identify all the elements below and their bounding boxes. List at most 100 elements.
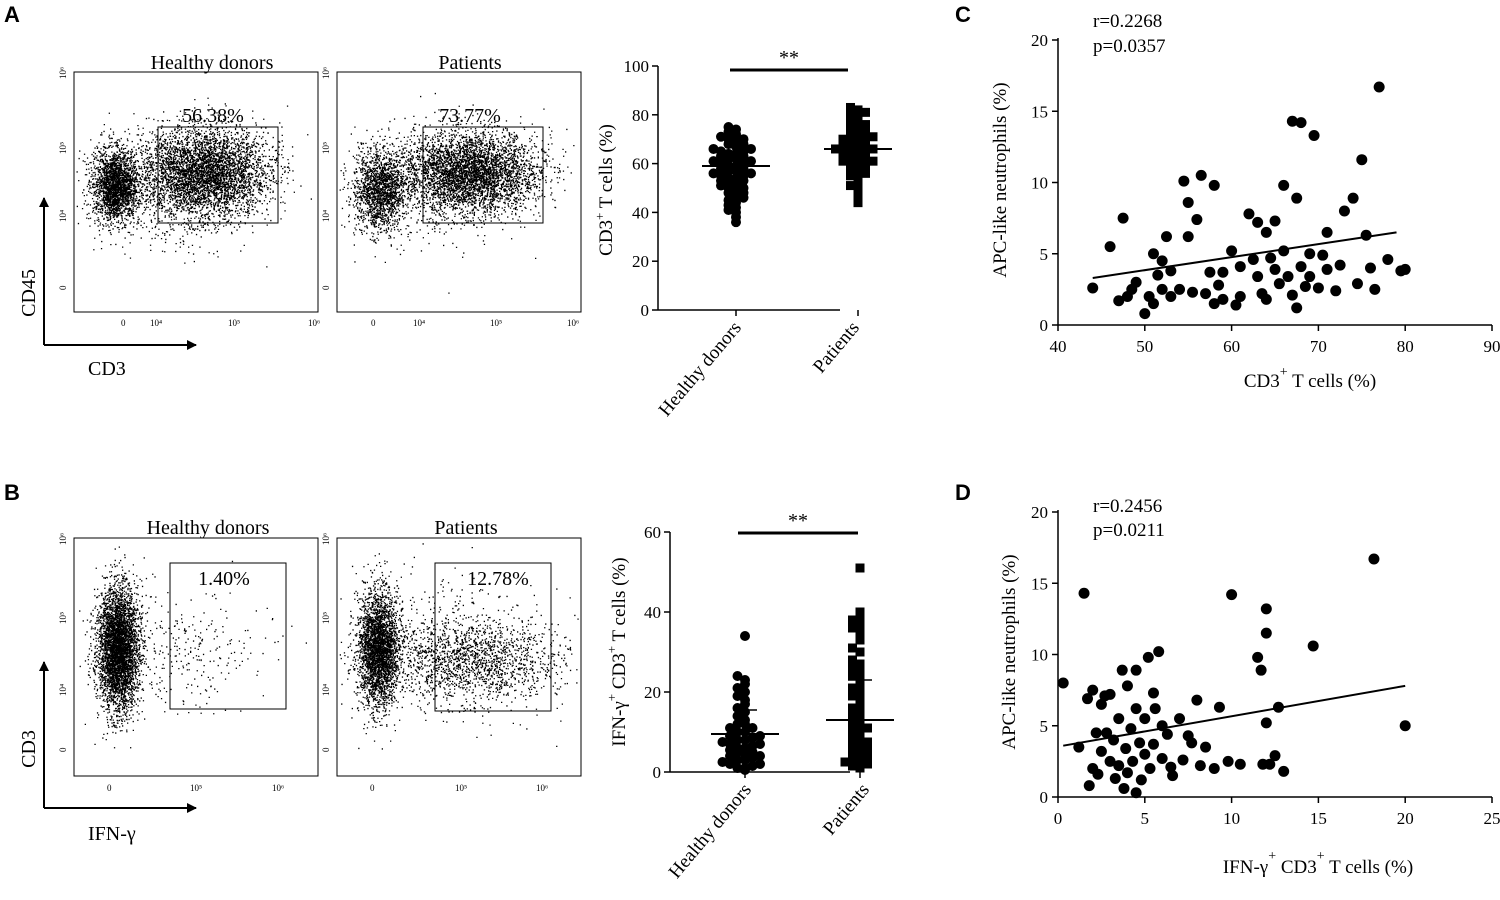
scC-point-7 (1139, 308, 1151, 320)
scatter-d-xlabel-sup2: + (1317, 849, 1325, 864)
flow-b-healthy-gate-pct: 1.40% (198, 568, 250, 590)
scatter-d-xlabel: IFN-γ+ CD3+ T cells (%) (1223, 849, 1413, 878)
scC-point-27 (1208, 179, 1220, 191)
scD-point-61 (1260, 717, 1272, 729)
scD-point-16 (1109, 772, 1121, 784)
scC-point-19 (1182, 231, 1194, 243)
scC-point-37 (1252, 216, 1264, 228)
scC-point-56 (1304, 248, 1316, 260)
dotB-point-1-42 (848, 615, 857, 625)
scC-point-54 (1295, 261, 1307, 273)
scD-xtick-label-5: 25 (1484, 809, 1500, 828)
scatter-d-marks (1057, 553, 1411, 799)
scD-point-32 (1139, 748, 1151, 760)
scD-point-7 (1090, 727, 1102, 739)
scD-point-27 (1130, 703, 1142, 715)
dotB-point-0-19 (725, 739, 735, 749)
dotplot-b-sig: ** (788, 510, 808, 532)
scD-point-57 (1255, 664, 1267, 676)
scD-point-53 (1222, 755, 1234, 767)
dotB-point-1-35 (848, 655, 857, 665)
flow-a2-xtick-1: 10⁴ (413, 318, 425, 328)
dotplot-a-cat-1: Patients (809, 318, 864, 378)
dotB-point-1-6 (863, 751, 872, 761)
dotB-point-0-43 (740, 675, 750, 685)
scC-point-64 (1334, 259, 1346, 271)
flow-b-healthy-cloud (79, 546, 307, 749)
dotB-point-0-29 (747, 723, 758, 733)
flow-a2-xtick-0: 0 (371, 318, 376, 328)
scC-xtick-label-4: 80 (1397, 337, 1414, 356)
dotA-point-0-7 (723, 195, 734, 206)
scD-point-18 (1113, 760, 1125, 772)
scatter-d-regression-line (1063, 684, 1406, 747)
flow-b2-xtick-0: 0 (370, 783, 375, 793)
scD-point-59 (1260, 627, 1272, 639)
flow-a2-ytick-1: 10⁵ (321, 142, 331, 154)
scD-ytick-label-4: 20 (1031, 503, 1048, 522)
scD-xtick-label-2: 10 (1223, 809, 1240, 828)
scC-point-34 (1234, 291, 1246, 302)
scC-point-51 (1291, 192, 1303, 204)
dotA-point-1-44 (846, 110, 855, 120)
dotA-ytick-label-3: 60 (632, 155, 649, 174)
dotA-point-1-43 (853, 112, 863, 122)
dotB-point-0-38 (740, 695, 750, 705)
dotplot-b-ylabel-p1: IFN-γ (609, 701, 630, 746)
scD-point-19 (1116, 664, 1128, 676)
dotA-point-0-25 (708, 168, 719, 179)
dotplot-a-ylabel-rest: T cells (%) (596, 124, 617, 212)
dotB-point-0-45 (740, 631, 750, 641)
dotplot-b-marks (711, 563, 894, 775)
dotB-point-1-5 (848, 753, 857, 763)
flow-a-healthy-frame (73, 71, 319, 313)
scC-point-14 (1161, 231, 1172, 243)
scC-point-62 (1321, 263, 1333, 275)
scC-point-10 (1147, 248, 1159, 260)
dotA-point-1-27 (846, 142, 855, 152)
dotA-point-0-35 (708, 156, 719, 167)
scatter-c-r: r=0.2268 (1093, 11, 1162, 32)
dotA-point-0-45 (708, 143, 719, 154)
scD-point-34 (1144, 763, 1156, 774)
dotB-point-1-41 (855, 619, 865, 629)
flow-b1-xtick-0: 0 (107, 783, 112, 793)
dotA-point-1-41 (853, 117, 863, 127)
dotB-point-1-38 (855, 635, 865, 645)
scatter-c-p: p=0.0357 (1093, 36, 1165, 57)
dotA-point-1-2 (853, 183, 863, 193)
scatter-d-xlabel-p1: IFN-γ (1223, 857, 1268, 878)
dotplot-a-marks (702, 102, 892, 228)
dotplot-a-cat-0: Healthy donors (655, 318, 746, 421)
flow-a1-xtick-0: 0 (121, 318, 126, 328)
dotA-ytick-label-4: 80 (632, 106, 649, 125)
flow-plot-a-patients: Patients 73.77% 10⁶ 10⁵ 10⁴ 0 0 10⁴ 10⁵ … (321, 52, 582, 328)
dotplot-b-ylabel-sup2: + (604, 646, 619, 653)
dotplot-b-ylabel-p2: CD3 (609, 653, 630, 694)
scC-point-57 (1304, 271, 1316, 283)
scC-point-18 (1178, 175, 1190, 187)
scC-point-52 (1291, 302, 1303, 314)
flow-b2-ytick-3: 0 (321, 747, 331, 752)
dotplot-b-ylabel-sup1: + (604, 694, 619, 701)
scD-point-63 (1269, 750, 1281, 762)
flow-a1-ytick-0: 10⁶ (58, 67, 68, 79)
scC-point-71 (1369, 283, 1381, 295)
dotB-point-0-41 (732, 683, 743, 693)
scC-point-17 (1174, 283, 1186, 295)
flow-b-healthy-events (79, 546, 307, 749)
dotA-point-1-46 (853, 105, 863, 115)
dotA-point-1-17 (846, 154, 855, 164)
dotA-point-1-40 (861, 120, 870, 130)
scD-point-9 (1095, 745, 1107, 757)
scatter-d-ylabel: APC-like neutrophils (%) (999, 554, 1020, 749)
dotB-ytick-label-3: 60 (644, 523, 661, 542)
scC-xtick-label-2: 60 (1223, 337, 1240, 356)
dotA-point-0-56 (723, 122, 734, 132)
flow-a2-ytick-3: 0 (321, 285, 331, 290)
flow-b-healthy-gate (169, 562, 287, 710)
scD-point-56 (1252, 651, 1264, 663)
dotB-point-0-40 (740, 687, 750, 697)
scC-point-48 (1282, 271, 1294, 283)
dotA-point-0-44 (746, 143, 756, 154)
